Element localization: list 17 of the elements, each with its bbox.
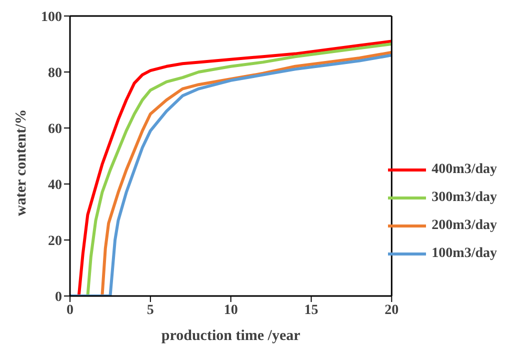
y-tick-label: 40 [48, 178, 62, 193]
y-axis-title: water content/% [13, 109, 30, 216]
y-tick-label: 20 [48, 234, 62, 249]
legend-label: 100m3/day [432, 246, 497, 262]
x-tick-label: 15 [304, 302, 318, 318]
legend-label: 400m3/day [432, 162, 497, 178]
y-tick-label: 60 [48, 122, 62, 137]
y-tick-label: 80 [48, 66, 62, 81]
y-tick-label: 100 [41, 10, 62, 25]
x-tick-label: 20 [384, 302, 399, 318]
x-axis-title: production time /year [161, 328, 301, 344]
legend-label: 300m3/day [432, 190, 497, 206]
legend-label: 200m3/day [432, 218, 497, 234]
y-tick-label: 0 [55, 290, 62, 305]
x-tick-label: 0 [66, 302, 74, 318]
x-tick-label: 5 [146, 302, 154, 318]
x-tick-label: 10 [224, 302, 238, 318]
